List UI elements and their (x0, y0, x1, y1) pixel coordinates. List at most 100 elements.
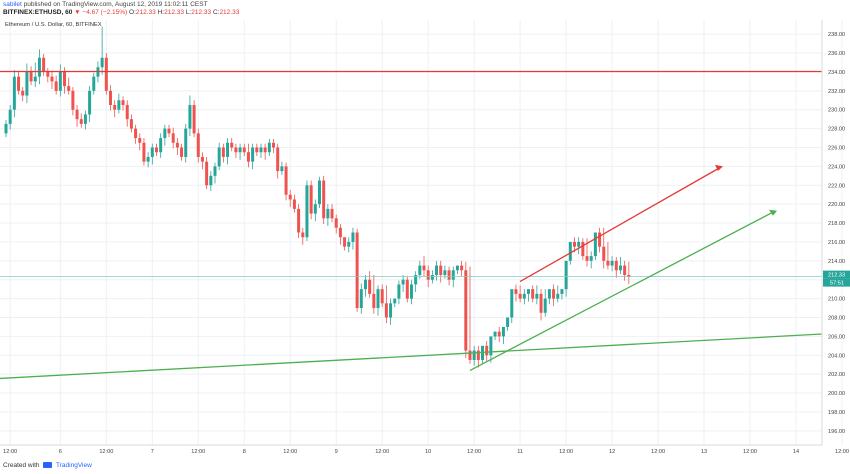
x-tick-label: 6 (59, 449, 62, 455)
candle-body (485, 345, 489, 356)
candle-body (343, 237, 347, 247)
publish-text: published on TradingView.com, August 12,… (23, 1, 208, 8)
candle-body (146, 156, 150, 162)
candle-body (347, 241, 351, 247)
candle-body (422, 265, 426, 271)
candle-body (618, 265, 622, 271)
y-tick-label: 214.00 (828, 259, 845, 265)
candle-body (326, 208, 330, 219)
candle-body (393, 298, 397, 304)
candle-body (568, 241, 572, 261)
chart-title: Ethereum / U.S. Dollar, 60, BITFINEX (5, 22, 102, 28)
candle-body (460, 265, 464, 271)
candles (4, 26, 631, 368)
candle-body (12, 76, 16, 110)
candle-body (288, 194, 292, 200)
candle-body (547, 289, 551, 299)
candle-body (213, 166, 217, 176)
candle-body (535, 293, 539, 299)
x-tick-label: 12 (609, 449, 615, 455)
candle-body (602, 246, 606, 261)
candle-body (606, 260, 610, 266)
candle-body (17, 76, 21, 91)
low-value: 212.33 (191, 9, 212, 16)
candle-body (121, 100, 125, 105)
candle-body (593, 232, 597, 257)
x-tick-label: 12:00 (651, 449, 665, 455)
candle-body (259, 147, 263, 153)
candle-body (543, 298, 547, 313)
ohlc-line: BITFINEX:ETHUSD, 60 ▼ −4.67 (−2.15%) O:2… (3, 9, 239, 17)
author-link[interactable]: sabilet (3, 1, 22, 8)
low-label: L: (185, 9, 192, 16)
candle-body (322, 180, 326, 219)
candle-body (472, 350, 476, 360)
candle-body (372, 293, 376, 309)
y-tick-label: 204.00 (828, 353, 845, 359)
candle-body (142, 142, 146, 162)
candle-body (351, 232, 355, 242)
candle-body (418, 265, 422, 275)
candle-body (527, 289, 530, 294)
channel-support-line (469, 212, 773, 371)
candle-body (209, 175, 213, 186)
candle-body (88, 90, 92, 115)
x-tick-label: 12:00 (467, 449, 481, 455)
candle-body (564, 260, 568, 290)
candle-body (263, 147, 267, 153)
y-tick-label: 218.00 (828, 221, 845, 227)
y-tick-label: 196.00 (828, 429, 845, 435)
candle-body (409, 284, 413, 299)
candle-body (510, 289, 514, 318)
candle-body (238, 147, 242, 153)
candle-body (443, 270, 447, 275)
x-tick-label: 12:00 (191, 449, 205, 455)
candle-body (242, 147, 246, 153)
candle-body (493, 331, 497, 337)
candle-body (464, 270, 468, 351)
candle-body (159, 138, 163, 153)
x-tick-label: 12:00 (559, 449, 573, 455)
close-label: C: (212, 9, 220, 16)
x-tick-label: 12:00 (283, 449, 297, 455)
candle-body (447, 270, 451, 280)
candle-body (401, 279, 405, 285)
x-tick-label: 12:00 (743, 449, 757, 455)
close-value: 212.33 (219, 9, 240, 16)
y-tick-label: 226.00 (828, 146, 845, 152)
y-tick-label: 202.00 (828, 372, 845, 378)
candle-body (297, 208, 301, 233)
candle-body (196, 133, 200, 157)
candle-body (180, 147, 184, 157)
candle-body (79, 119, 83, 124)
open-label: O: (129, 9, 136, 16)
candle-body (506, 317, 510, 327)
change-arrow-icon: ▼ (74, 9, 81, 16)
candle-body (581, 241, 585, 257)
candle-body (435, 265, 439, 275)
candle-body (104, 57, 108, 91)
candle-body (280, 166, 284, 172)
x-tick-label: 12:00 (375, 449, 389, 455)
candle-body (522, 293, 526, 299)
candle-body (405, 279, 409, 299)
grid (0, 20, 843, 445)
candle-body (334, 218, 338, 228)
candle-body (514, 289, 518, 294)
resistance-arrow-icon (715, 164, 723, 171)
candle-body (42, 57, 46, 72)
change-value: −4.67 (−2.15%) (82, 9, 128, 16)
candle-body (163, 128, 167, 139)
candle-body (577, 241, 581, 247)
y-tick-label: 200.00 (828, 391, 845, 397)
candle-body (267, 142, 271, 153)
candle-body (556, 293, 560, 299)
publish-line: sabilet published on TradingView.com, Au… (3, 1, 208, 9)
candle-body (138, 138, 142, 143)
footer-brand[interactable]: TradingView (56, 462, 92, 469)
candle-body (497, 331, 501, 337)
candle-body (33, 76, 37, 82)
x-tick-label: 12:00 (835, 449, 849, 455)
candle-body (188, 105, 192, 129)
